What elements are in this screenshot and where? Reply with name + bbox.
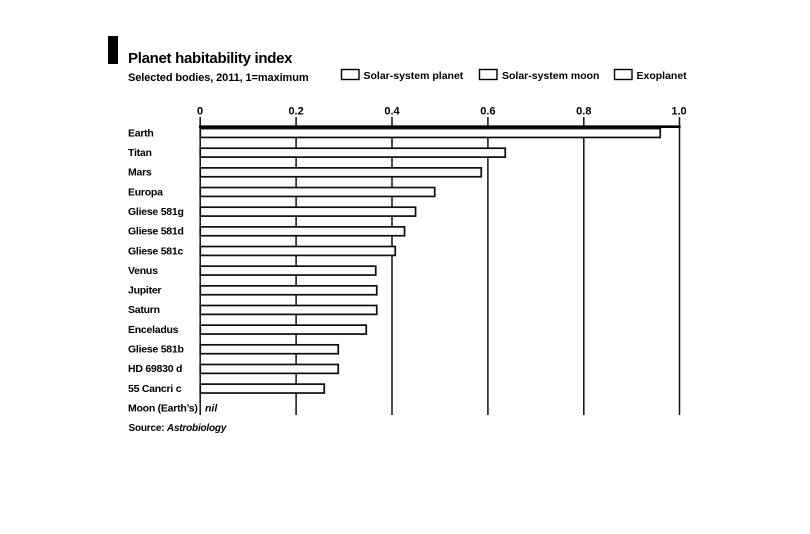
svg-text:Planet habitability index: Planet habitability index xyxy=(128,50,293,67)
svg-text:HD 69830 d: HD 69830 d xyxy=(128,363,182,375)
svg-text:Jupiter: Jupiter xyxy=(128,285,161,297)
svg-text:Mars: Mars xyxy=(128,167,152,179)
svg-text:0: 0 xyxy=(197,106,203,118)
svg-text:Selected bodies, 2011, 1=maxim: Selected bodies, 2011, 1=maximum xyxy=(128,72,309,84)
svg-text:Gliese 581c: Gliese 581c xyxy=(128,245,183,257)
svg-text:Solar-system moon: Solar-system moon xyxy=(502,70,599,82)
svg-text:Titan: Titan xyxy=(128,147,152,159)
svg-text:Gliese 581b: Gliese 581b xyxy=(128,344,184,356)
svg-text:Venus: Venus xyxy=(128,265,158,277)
svg-text:Earth: Earth xyxy=(128,127,154,139)
svg-text:nil: nil xyxy=(205,403,218,415)
svg-text:Enceladus: Enceladus xyxy=(128,324,179,336)
svg-text:55 Cancri c: 55 Cancri c xyxy=(128,383,182,395)
svg-text:Gliese 581g: Gliese 581g xyxy=(128,206,184,218)
svg-text:Gliese 581d: Gliese 581d xyxy=(128,226,184,238)
svg-text:Source: Astrobiology: Source: Astrobiology xyxy=(129,423,227,434)
svg-text:Europa: Europa xyxy=(128,186,163,198)
svg-text:0.8: 0.8 xyxy=(576,106,591,118)
svg-text:Solar-system planet: Solar-system planet xyxy=(364,70,464,82)
svg-text:0.4: 0.4 xyxy=(384,106,400,118)
svg-text:Moon (Earth’s): Moon (Earth’s) xyxy=(128,403,198,415)
svg-text:Saturn: Saturn xyxy=(128,304,160,316)
svg-text:1.0: 1.0 xyxy=(671,106,686,118)
svg-text:0.2: 0.2 xyxy=(288,106,303,118)
svg-text:Exoplanet: Exoplanet xyxy=(637,70,688,82)
svg-text:0.6: 0.6 xyxy=(480,106,495,118)
